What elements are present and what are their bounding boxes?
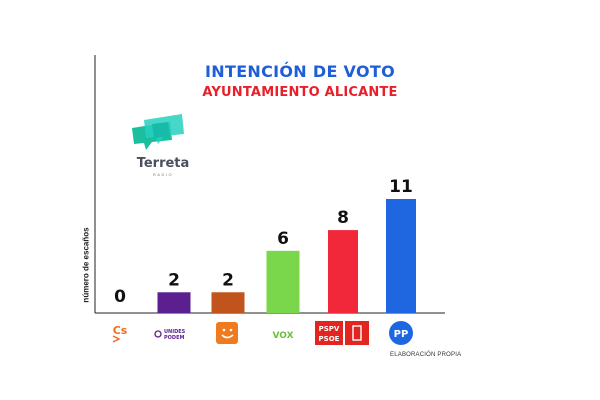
data-label-cs: 0: [114, 287, 126, 307]
y-axis-label: número de escaños: [81, 227, 91, 303]
logo-tagline: RADIO: [152, 172, 174, 177]
bar-pp: [386, 199, 416, 313]
data-label-pspv-psoe: 8: [337, 208, 349, 228]
bars-group: [157, 199, 416, 313]
vox-logo: VOX: [272, 331, 293, 341]
data-label-unides-podem: 2: [168, 270, 180, 290]
bar-comprom-s: [211, 292, 245, 313]
chart-title: INTENCIÓN DE VOTO: [205, 62, 395, 81]
svg-text:PP: PP: [394, 329, 409, 340]
svg-text:PSPV: PSPV: [319, 325, 340, 333]
terreta-radio-logo: Terreta RADIO: [118, 112, 208, 182]
bar-vox: [266, 250, 300, 313]
svg-text:VOX: VOX: [272, 331, 293, 341]
svg-text:PSOE: PSOE: [319, 335, 340, 343]
data-label-comprom-s: 2: [222, 270, 234, 290]
data-labels-group: 0 2 2 6 8 11: [114, 177, 413, 307]
data-label-vox: 6: [277, 229, 289, 249]
svg-text:UNIDES: UNIDES: [164, 329, 186, 335]
svg-text:Cs: Cs: [113, 324, 128, 337]
compromis-logo: [216, 322, 238, 344]
credit-text: ELABORACIÓN PROPIA: [390, 352, 462, 358]
cs-logo: Cs: [112, 324, 128, 343]
logo-name: Terreta: [136, 156, 190, 171]
bar-unides-podem: [157, 292, 191, 313]
data-label-pp: 11: [389, 177, 413, 197]
speech-bubbles-icon: [132, 114, 184, 150]
svg-text:PODEM: PODEM: [164, 335, 184, 341]
pspv-psoe-logo: PSPV PSOE: [315, 321, 369, 345]
chart-subtitle: AYUNTAMIENTO ALICANTE: [202, 85, 398, 100]
pp-logo: PP: [389, 321, 413, 345]
bar-pspv-psoe: [328, 230, 358, 313]
